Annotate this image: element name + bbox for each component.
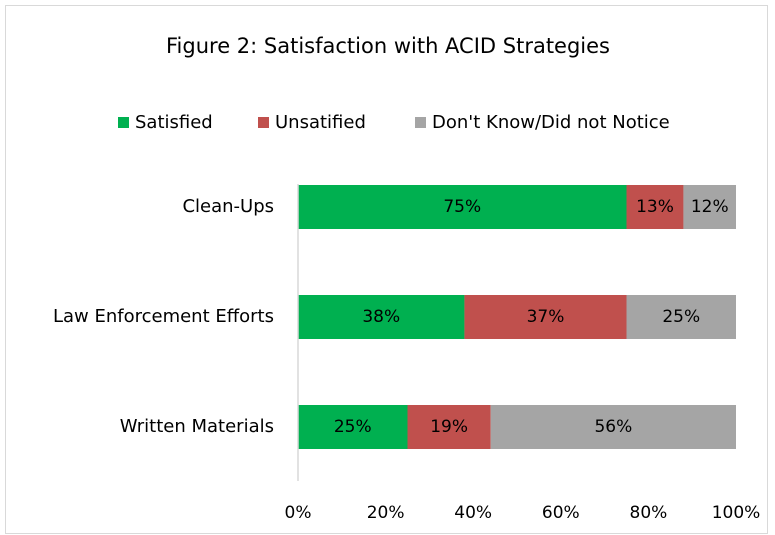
value-label: 12%	[691, 197, 729, 217]
legend-swatch	[415, 117, 426, 128]
x-tick-label: 0%	[285, 503, 312, 523]
y-tick-label: Written Materials	[120, 416, 274, 437]
x-tick-label: 80%	[630, 503, 668, 523]
value-label: 25%	[662, 307, 700, 327]
y-tick-label: Law Enforcement Efforts	[53, 306, 274, 327]
legend-swatch	[118, 117, 129, 128]
legend-swatch	[258, 117, 269, 128]
bar-segment	[464, 295, 627, 339]
value-label: 75%	[443, 197, 481, 217]
bar-segment	[407, 405, 491, 449]
x-tick-label: 100%	[712, 503, 761, 523]
x-tick-label: 40%	[454, 503, 492, 523]
legend-label: Unsatified	[275, 112, 366, 133]
bar-segment	[626, 295, 736, 339]
value-label: 19%	[430, 417, 468, 437]
x-tick-label: 60%	[542, 503, 580, 523]
value-label: 56%	[594, 417, 632, 437]
value-label: 25%	[334, 417, 372, 437]
bar-segment	[490, 405, 736, 449]
value-label: 38%	[362, 307, 400, 327]
x-tick-label: 20%	[367, 503, 405, 523]
bar-segment	[298, 185, 627, 229]
bar-segment	[626, 185, 684, 229]
value-label: 37%	[527, 307, 565, 327]
y-tick-label: Clean-Ups	[182, 196, 274, 217]
legend-label: Satisfied	[135, 112, 213, 133]
bar-segment	[298, 295, 465, 339]
legend-label: Don't Know/Did not Notice	[432, 112, 670, 133]
chart-frame	[5, 5, 768, 534]
bar-segment	[683, 185, 736, 229]
value-label: 13%	[636, 197, 674, 217]
bar-segment	[298, 405, 408, 449]
chart-title: Figure 2: Satisfaction with ACID Strateg…	[166, 34, 610, 58]
